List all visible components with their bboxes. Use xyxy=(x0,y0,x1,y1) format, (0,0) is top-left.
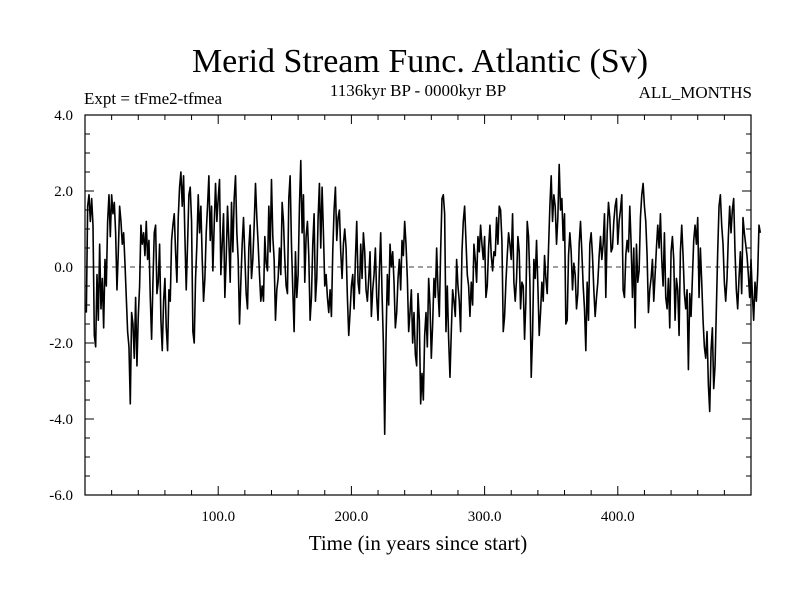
y-tick-label: -6.0 xyxy=(49,488,73,504)
months-label: ALL_MONTHS xyxy=(639,83,752,102)
experiment-label: Expt = tFme2-tfmea xyxy=(84,89,222,108)
series-line-0 xyxy=(85,159,762,436)
x-tick-label: 300.0 xyxy=(468,509,502,525)
y-tick-label: 0.0 xyxy=(54,260,73,276)
x-axis-label: Time (in years since start) xyxy=(309,531,528,555)
time-range-label: 1136kyr BP - 0000kyr BP xyxy=(330,81,506,100)
y-tick-label: -2.0 xyxy=(49,336,73,352)
x-tick-label: 100.0 xyxy=(201,509,235,525)
chart-title: Merid Stream Func. Atlantic (Sv) xyxy=(192,43,648,80)
plot-area: 4.0 2.0 0.0 -2.0 -4.0 -6.0 100.0 200.0 300.0 400.… xyxy=(49,108,762,525)
y-tick-label: 2.0 xyxy=(54,184,73,200)
x-tick-label: 200.0 xyxy=(335,509,369,525)
x-tick-label: 400.0 xyxy=(601,509,635,525)
y-tick-label: -4.0 xyxy=(49,412,73,428)
y-tick-label: 4.0 xyxy=(54,108,73,124)
